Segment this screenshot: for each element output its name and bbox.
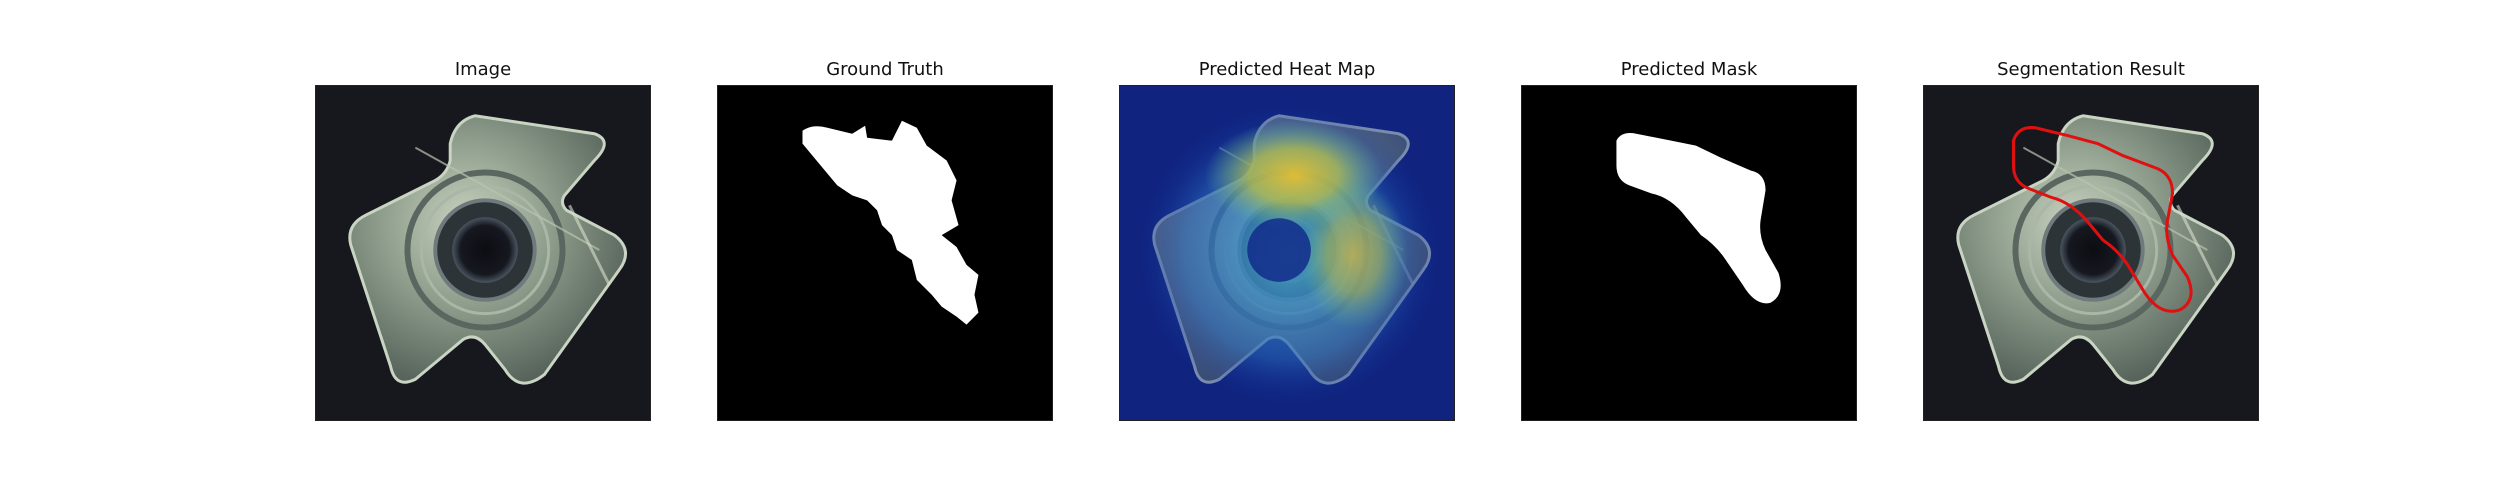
heat-map-frame xyxy=(1119,85,1455,421)
panel-title: Predicted Heat Map xyxy=(1198,59,1376,80)
predicted-mask xyxy=(1522,86,1856,420)
image-frame xyxy=(315,85,651,421)
panel-title: Ground Truth xyxy=(826,59,944,80)
nut-photo xyxy=(316,86,650,420)
ground-truth-mask xyxy=(718,86,1052,420)
segmentation-overlay xyxy=(1924,86,2258,420)
panel-title: Predicted Mask xyxy=(1620,59,1758,80)
predicted-mask-frame xyxy=(1521,85,1857,421)
heat-map-overlay xyxy=(1120,86,1454,420)
segmentation-frame xyxy=(1923,85,2259,421)
ground-truth-frame xyxy=(717,85,1053,421)
panel-title: Segmentation Result xyxy=(1997,59,2185,80)
panel-title: Image xyxy=(454,59,512,80)
